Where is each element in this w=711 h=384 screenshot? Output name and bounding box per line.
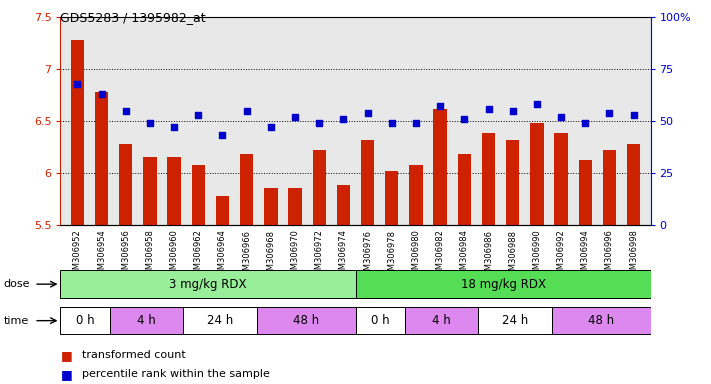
Bar (434, 109, 447, 225)
Bar (506, 140, 519, 225)
Bar (257, 307, 356, 334)
Point (338, 116, 349, 122)
Point (362, 109, 373, 116)
Bar (385, 171, 398, 225)
Point (241, 108, 252, 114)
Bar (410, 164, 422, 225)
Text: 24 h: 24 h (502, 314, 528, 327)
Bar (482, 133, 495, 225)
Text: 24 h: 24 h (207, 314, 233, 327)
Bar (337, 185, 350, 225)
Point (604, 109, 615, 116)
Bar (458, 154, 471, 225)
Point (169, 124, 180, 130)
Text: 0 h: 0 h (370, 314, 390, 327)
Bar (555, 133, 567, 225)
Bar (168, 157, 181, 225)
Point (410, 120, 422, 126)
Bar (109, 307, 183, 334)
Bar (216, 195, 229, 225)
Bar (95, 92, 108, 225)
Bar (60, 307, 109, 334)
Text: ■: ■ (60, 349, 73, 362)
Bar (313, 150, 326, 225)
Point (555, 114, 567, 120)
Bar (356, 270, 651, 298)
Text: 4 h: 4 h (432, 314, 451, 327)
Point (120, 108, 132, 114)
Point (265, 124, 277, 130)
Text: GDS5283 / 1395982_at: GDS5283 / 1395982_at (60, 12, 206, 25)
Point (628, 112, 639, 118)
Point (579, 120, 591, 126)
Bar (264, 189, 277, 225)
Bar (183, 307, 257, 334)
Bar (405, 307, 479, 334)
Text: dose: dose (4, 279, 30, 289)
Bar (552, 307, 651, 334)
Bar (603, 150, 616, 225)
Text: 18 mg/kg RDX: 18 mg/kg RDX (461, 278, 545, 291)
Point (531, 101, 542, 108)
Bar (530, 123, 543, 225)
Text: 0 h: 0 h (75, 314, 95, 327)
Bar (144, 157, 156, 225)
Text: transformed count: transformed count (82, 350, 186, 360)
Point (193, 112, 204, 118)
Point (314, 120, 325, 126)
Point (289, 114, 301, 120)
Point (459, 116, 470, 122)
Bar (627, 144, 641, 225)
Text: 48 h: 48 h (588, 314, 614, 327)
Bar (60, 270, 356, 298)
Bar (579, 161, 592, 225)
Text: 4 h: 4 h (137, 314, 156, 327)
Point (217, 132, 228, 139)
Text: ■: ■ (60, 368, 73, 381)
Text: time: time (4, 316, 29, 326)
Bar (240, 154, 253, 225)
Point (72, 81, 83, 87)
Point (144, 120, 156, 126)
Text: 3 mg/kg RDX: 3 mg/kg RDX (169, 278, 247, 291)
Bar (289, 189, 301, 225)
Point (386, 120, 397, 126)
Bar (479, 307, 552, 334)
Point (434, 103, 446, 109)
Bar (356, 307, 405, 334)
Bar (192, 164, 205, 225)
Text: 48 h: 48 h (293, 314, 319, 327)
Point (483, 106, 494, 112)
Bar (361, 140, 374, 225)
Bar (70, 40, 84, 225)
Point (96, 91, 107, 97)
Point (507, 108, 518, 114)
Bar (119, 144, 132, 225)
Text: percentile rank within the sample: percentile rank within the sample (82, 369, 269, 379)
